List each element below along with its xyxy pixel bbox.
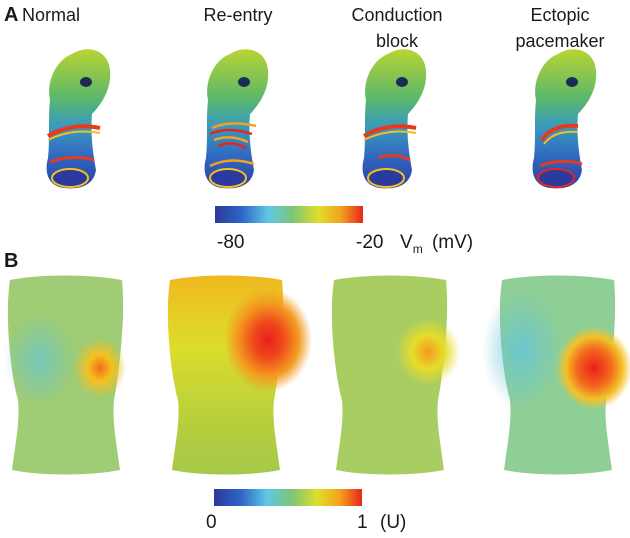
colorbar-vm-unit: Vm (mV): [400, 232, 473, 256]
torso-normal: [4, 275, 126, 475]
title-ectopic-pacemaker: Ectopic pacemaker: [515, 5, 605, 51]
title-re-entry: Re-entry: [203, 5, 273, 25]
unit-symbol: V: [400, 232, 413, 253]
torso-ectopic-pacemaker: [482, 275, 630, 475]
colorbar-u-min: 0: [206, 512, 217, 533]
colorbar-vm-max: -20: [356, 232, 384, 253]
heart-re-entry: [204, 49, 269, 189]
heart-conduction-block: [362, 49, 427, 189]
unit-subscript: m: [412, 241, 423, 256]
colorbar-u: [214, 489, 362, 506]
torso-conduction-block: [331, 275, 460, 475]
unit-suffix: (mV): [431, 232, 474, 253]
panel-a-letter: A: [4, 4, 19, 26]
title-normal: Normal: [22, 5, 81, 25]
panel-b-letter: B: [4, 250, 19, 272]
colorbar-vm: [215, 206, 363, 223]
colorbar-u-unit: (U): [380, 512, 407, 533]
torso-re-entry: [167, 275, 312, 475]
title-conduction-block: Conduction block: [351, 5, 443, 51]
heart-normal: [46, 49, 111, 189]
colorbar-vm-min: -80: [217, 232, 245, 253]
heart-ectopic-pacemaker: [532, 49, 597, 189]
colorbar-u-max: 1: [357, 512, 368, 533]
